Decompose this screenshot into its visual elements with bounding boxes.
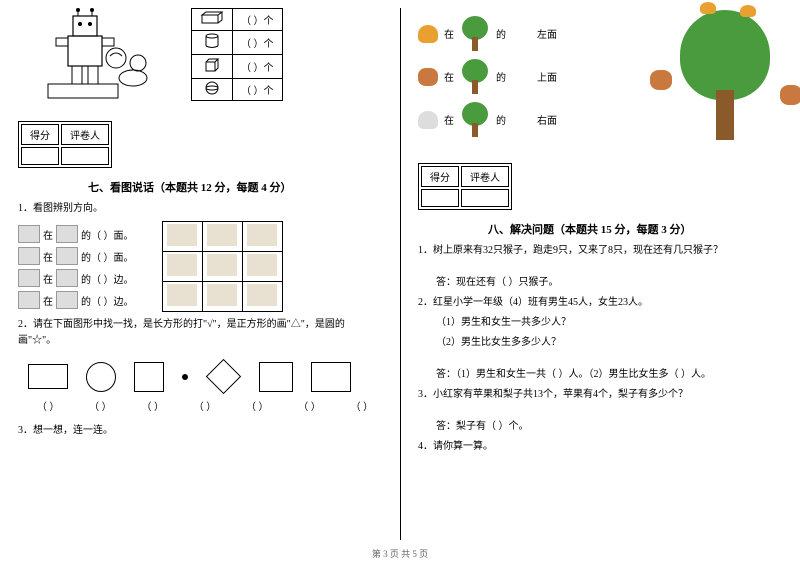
shapes-row — [28, 359, 382, 394]
score-box: 得分 评卷人 — [18, 121, 112, 168]
question-2: 2．红星小学一年级（4）班有男生45人，女生23人。 — [418, 295, 782, 311]
question-3: 3．小红家有苹果和梨子共13个，苹果有4个，梨子有多少个？ — [418, 387, 782, 403]
bird-icon — [740, 5, 756, 17]
rectangle-shape — [311, 362, 351, 392]
count-cell: （ ）个 — [232, 9, 282, 31]
tree-icon — [460, 102, 490, 137]
table-row: （ ）个 — [191, 9, 282, 31]
tree-icon — [460, 16, 490, 51]
bird-icon — [418, 25, 438, 43]
question-3: 3．想一想，连一连。 — [18, 423, 382, 439]
square-shape — [134, 362, 164, 392]
page-footer: 第 3 页 共 5 页 — [0, 547, 800, 560]
score-label: 得分 — [21, 124, 59, 145]
question-2: 2．请在下面图形中找一找，是长方形的打"√"，是正方形的画"△"，是圆的画"☆"… — [18, 317, 382, 349]
direction-line: 在 的（ ）边。 — [18, 269, 134, 287]
leopard-icon — [247, 224, 277, 246]
answer-3: 答：梨子有（ ）个。 — [436, 419, 782, 435]
squirrel-icon — [650, 70, 672, 90]
question-1: 1．看图辨别方向。 — [18, 201, 382, 217]
top-figure-row: （ ）个 （ ）个 （ ）个 — [18, 8, 382, 103]
animal-icon — [18, 269, 40, 287]
animal-icon — [18, 247, 40, 265]
direction-line: 在 的（ ）面。 — [18, 225, 134, 243]
rabbit-icon — [418, 111, 438, 129]
chick-icon — [167, 254, 197, 276]
question-2a: （1）男生和女生一共多少人？ — [436, 315, 782, 331]
dot-shape — [182, 374, 188, 380]
sphere-icon — [191, 79, 232, 101]
direction-block: 在 的（ ）面。 在 的（ ）面。 在 的（ ）边。 — [18, 221, 382, 313]
bird-icon — [700, 2, 716, 14]
squirrel-icon — [418, 68, 438, 86]
score-box: 得分 评卷人 — [418, 163, 512, 210]
count-cell: （ ）个 — [232, 79, 282, 101]
count-cell: （ ）个 — [232, 55, 282, 79]
cat-icon — [167, 224, 197, 246]
right-column: 在 的 左面 在 的 上面 在 的 右面 得分 — [400, 0, 800, 540]
question-2b: （2）男生比女生多多少人？ — [436, 335, 782, 351]
animal-icon — [56, 225, 78, 243]
horse-icon — [207, 284, 237, 306]
robot-illustration — [38, 8, 158, 103]
animal-grid — [162, 221, 283, 312]
monkey-icon — [207, 254, 237, 276]
circle-shape — [86, 362, 116, 392]
cube-icon — [191, 55, 232, 79]
squirrel-icon — [780, 85, 800, 105]
question-4: 4．请你算一算。 — [418, 439, 782, 455]
paren-row: （ ） （ ） （ ） （ ） （ ） （ ） （ ） — [28, 398, 382, 413]
animal-icon — [56, 291, 78, 309]
big-tree-icon — [670, 10, 780, 140]
tree-icon — [460, 59, 490, 94]
table-row: （ ）个 — [191, 55, 282, 79]
tree-area — [670, 10, 780, 140]
count-cell: （ ）个 — [232, 31, 282, 55]
square-shape — [259, 362, 293, 392]
column-divider — [400, 8, 401, 540]
question-1: 1．树上原来有32只猴子，跑走9只，又来了8只，现在还有几只猴子？ — [418, 243, 782, 259]
section-8-title: 八、解决问题（本题共 15 分，每题 3 分） — [488, 221, 782, 237]
animal-icon — [18, 225, 40, 243]
section-7-title: 七、看图说话（本题共 12 分，每题 4 分） — [88, 179, 382, 195]
owl-icon — [167, 284, 197, 306]
rectangle-shape — [28, 364, 68, 389]
direction-line: 在 的（ ）面。 — [18, 247, 134, 265]
shape-count-table: （ ）个 （ ）个 （ ）个 — [191, 8, 283, 101]
table-row: （ ）个 — [191, 31, 282, 55]
animal-icon — [56, 247, 78, 265]
animal-icon — [56, 269, 78, 287]
direction-line: 在 的（ ）边。 — [18, 291, 134, 309]
grader-label: 评卷人 — [461, 166, 509, 187]
dog-icon — [207, 224, 237, 246]
table-row: （ ）个 — [191, 79, 282, 101]
cylinder-icon — [191, 31, 232, 55]
left-column: （ ）个 （ ）个 （ ）个 — [0, 0, 400, 540]
grader-label: 评卷人 — [61, 124, 109, 145]
cuboid-icon — [191, 9, 232, 31]
rabbit-icon — [247, 284, 277, 306]
diamond-shape — [206, 359, 241, 394]
answer-2: 答：（1）男生和女生一共（ ）人。（2）男生比女生多（ ）人。 — [436, 367, 782, 383]
score-label: 得分 — [421, 166, 459, 187]
turtle-icon — [247, 254, 277, 276]
animal-icon — [18, 291, 40, 309]
answer-1: 答：现在还有（ ）只猴子。 — [436, 275, 782, 291]
